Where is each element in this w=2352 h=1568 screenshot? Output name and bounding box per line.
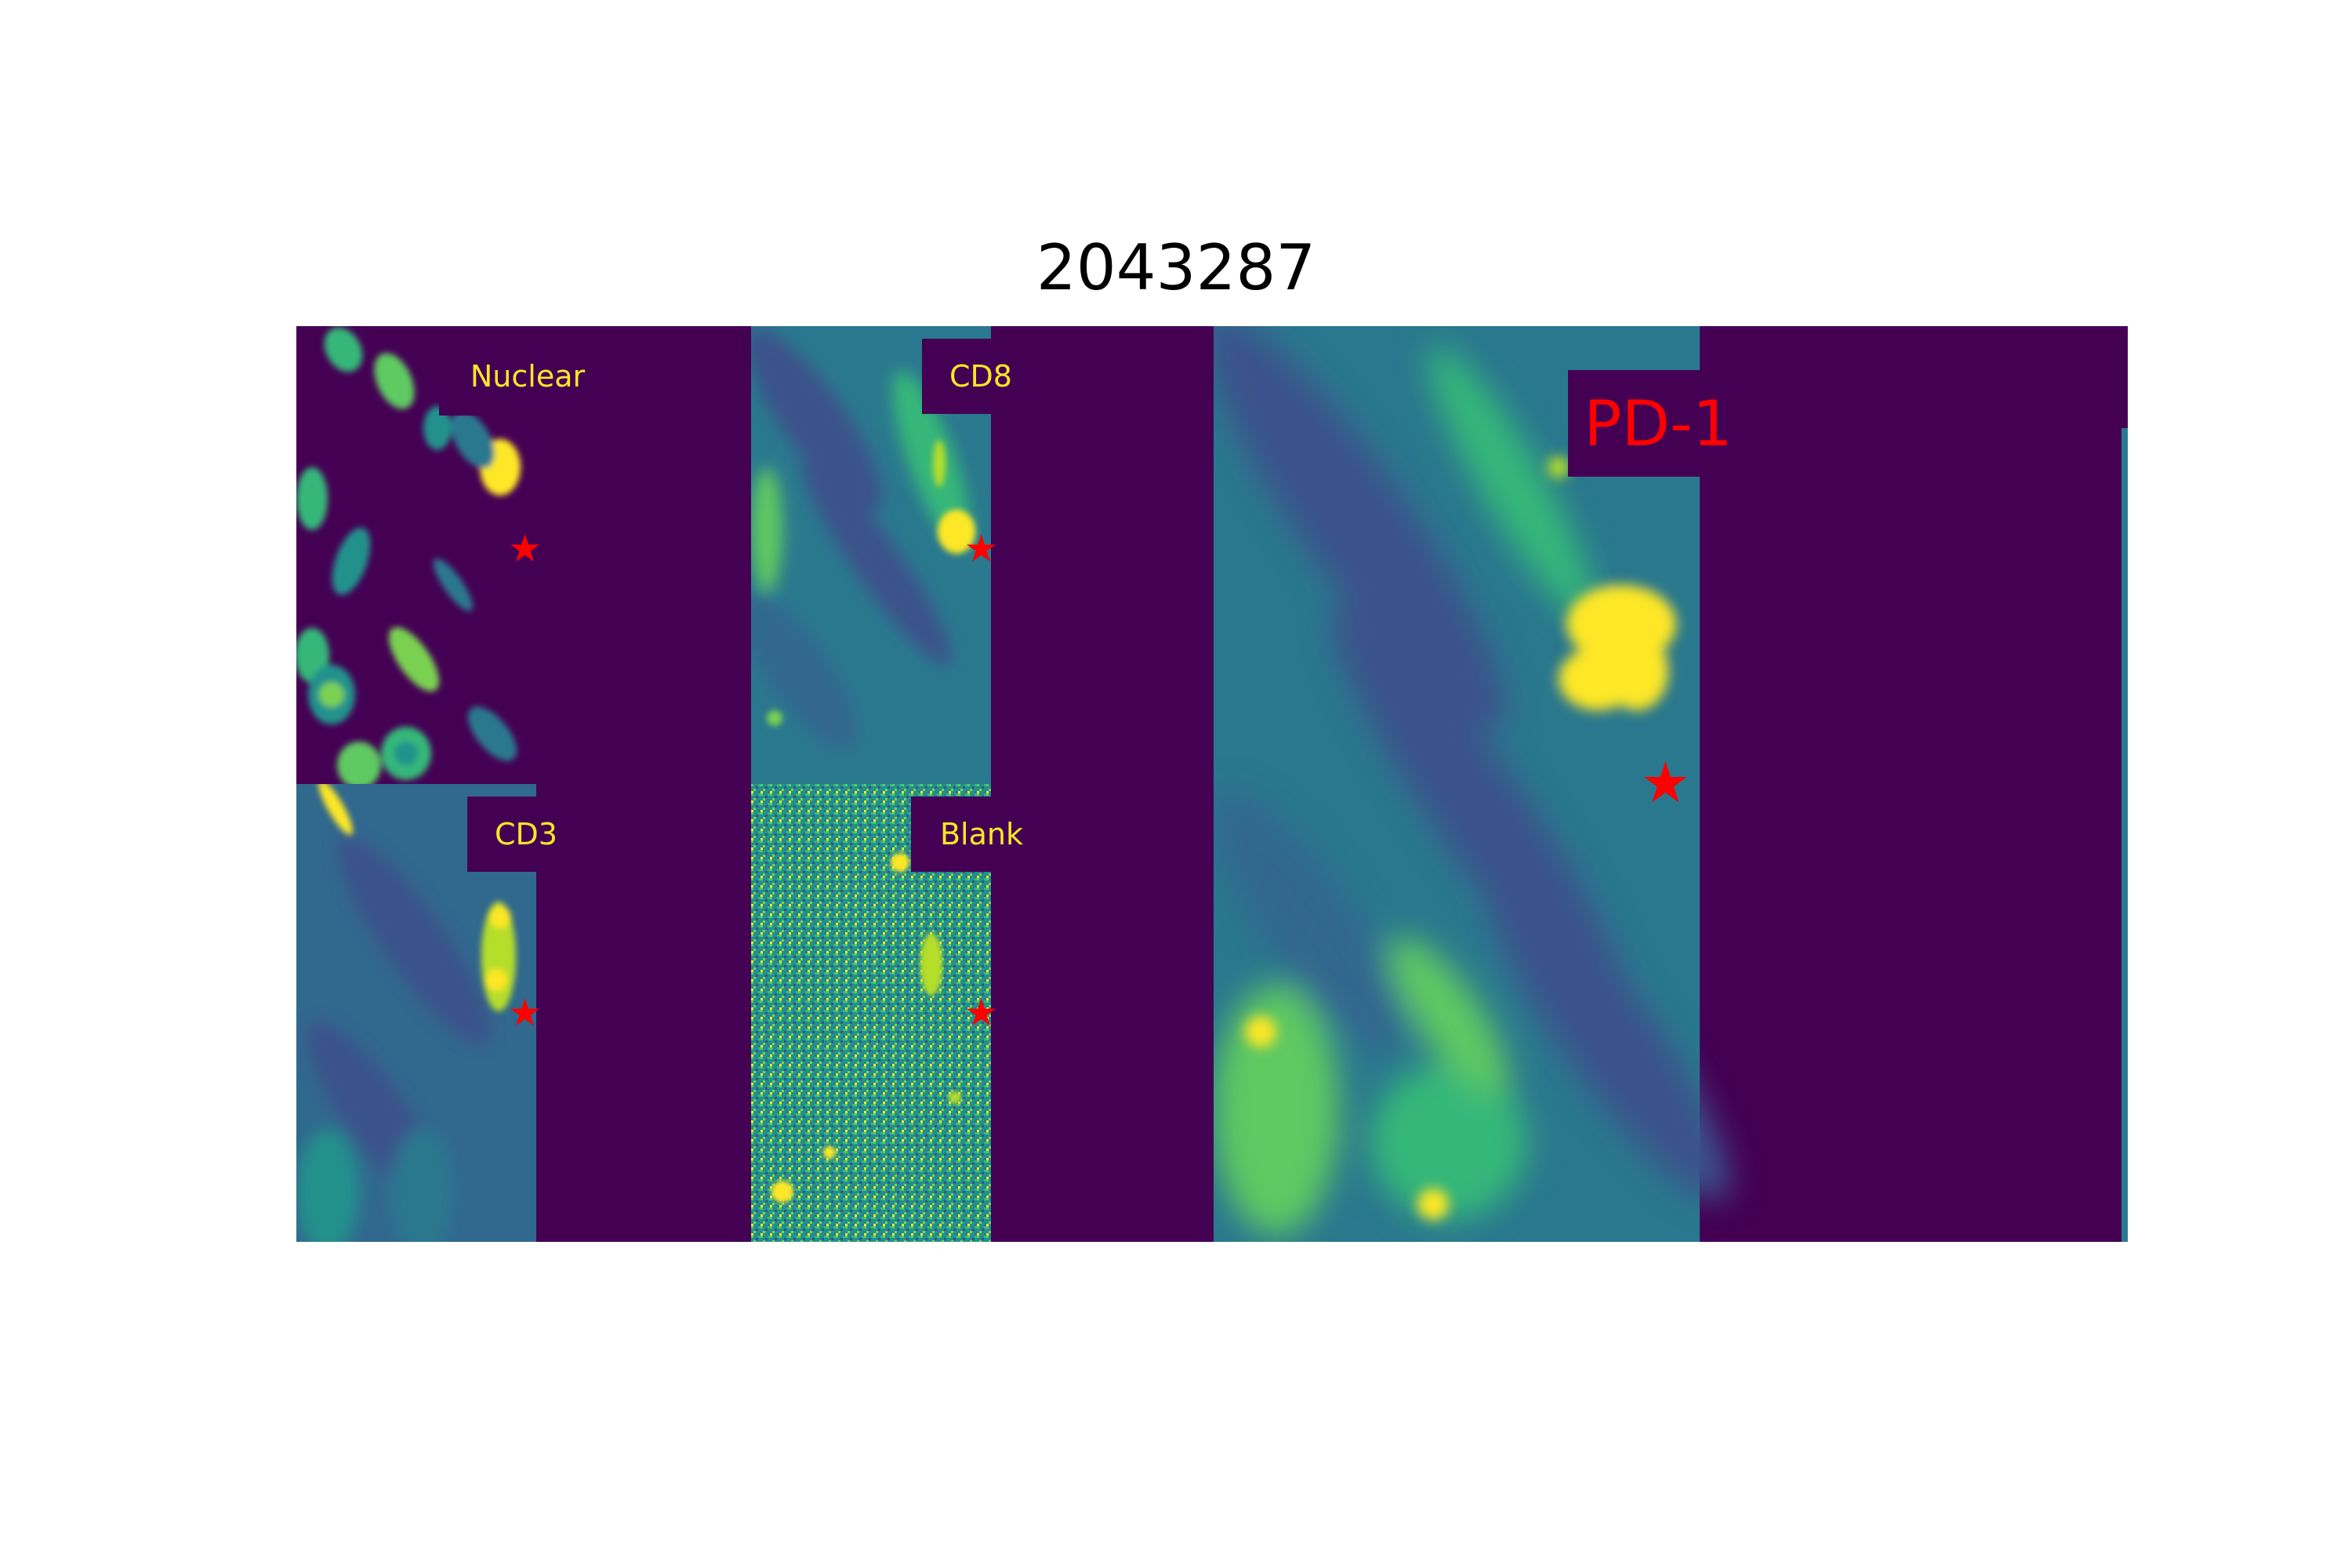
star-marker-icon: ★ [964, 991, 999, 1035]
label-cd8: CD8 [949, 359, 1012, 394]
panel-cd3: CD3 ★ [296, 784, 751, 1242]
pd1-image [1214, 326, 2128, 1242]
star-marker-icon: ★ [508, 527, 543, 571]
star-marker-icon: ★ [508, 991, 543, 1035]
panel-nuclear: Nuclear ★ [296, 326, 751, 784]
star-marker-icon: ★ [1640, 750, 1691, 815]
label-nuclear: Nuclear [470, 359, 586, 394]
label-cd3: CD3 [495, 817, 557, 851]
panel-blank: Blank ★ [751, 784, 1214, 1242]
figure-title: 2043287 [1036, 231, 1316, 304]
label-blank-box: Blank [911, 797, 1052, 872]
label-cd3-box: CD3 [467, 797, 585, 872]
panel-pd1: PD-1 ★ [1214, 326, 2128, 1242]
label-pd1: PD-1 [1584, 387, 1733, 460]
label-nuclear-box: Nuclear [439, 337, 616, 416]
label-blank: Blank [939, 817, 1023, 851]
panel-cd8: CD8 ★ [751, 326, 1214, 784]
label-cd8-box: CD8 [922, 339, 1040, 414]
star-marker-icon: ★ [964, 527, 999, 571]
label-pd1-box: PD-1 [1568, 370, 1748, 477]
